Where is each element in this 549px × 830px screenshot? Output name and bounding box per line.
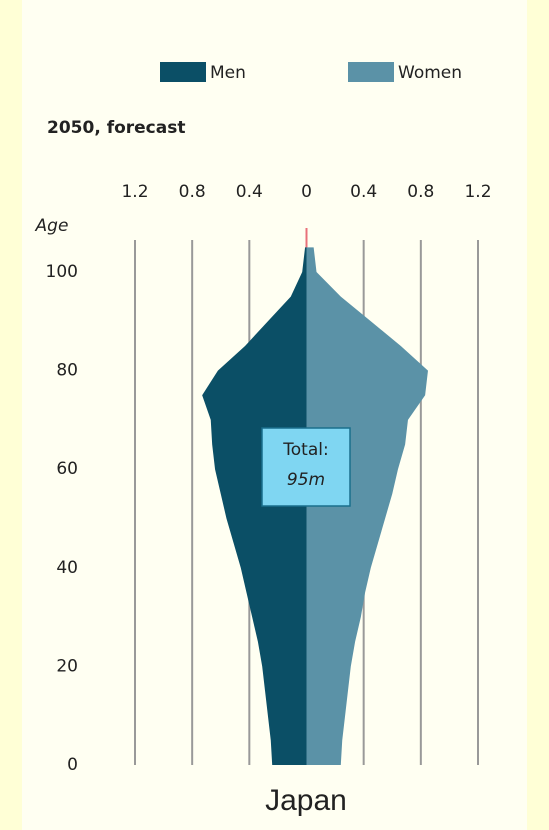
population-area <box>306 247 428 766</box>
annotation-text: 95m <box>287 470 325 490</box>
annotation-box <box>261 427 351 507</box>
annotation-text: Total: <box>282 440 328 460</box>
legend-swatch <box>160 62 206 82</box>
x-tick-label: 1.2 <box>121 182 148 202</box>
y-tick-label: 60 <box>56 459 78 479</box>
footer: Japan <box>265 784 347 817</box>
x-tick-label: 0.4 <box>350 182 377 202</box>
x-tick-label: 0.8 <box>407 182 434 202</box>
y-axis-label: Age <box>35 216 69 236</box>
y-tick-label: 0 <box>67 755 78 775</box>
legend-label: Men <box>210 63 246 83</box>
x-tick-label: 1.2 <box>464 182 491 202</box>
y-tick-label: 20 <box>56 656 78 676</box>
y-tick-label: 80 <box>56 361 78 381</box>
chart-title: 2050, forecast <box>47 118 185 138</box>
legend-swatch <box>348 62 394 82</box>
x-tick-label: 0 <box>301 182 312 202</box>
x-tick-label: 0.8 <box>179 182 206 202</box>
legend-label: Women <box>398 63 462 83</box>
population-area <box>202 247 307 766</box>
y-tick-label: 40 <box>56 558 78 578</box>
y-tick-label: 100 <box>46 262 78 282</box>
x-tick-label: 0.4 <box>236 182 263 202</box>
